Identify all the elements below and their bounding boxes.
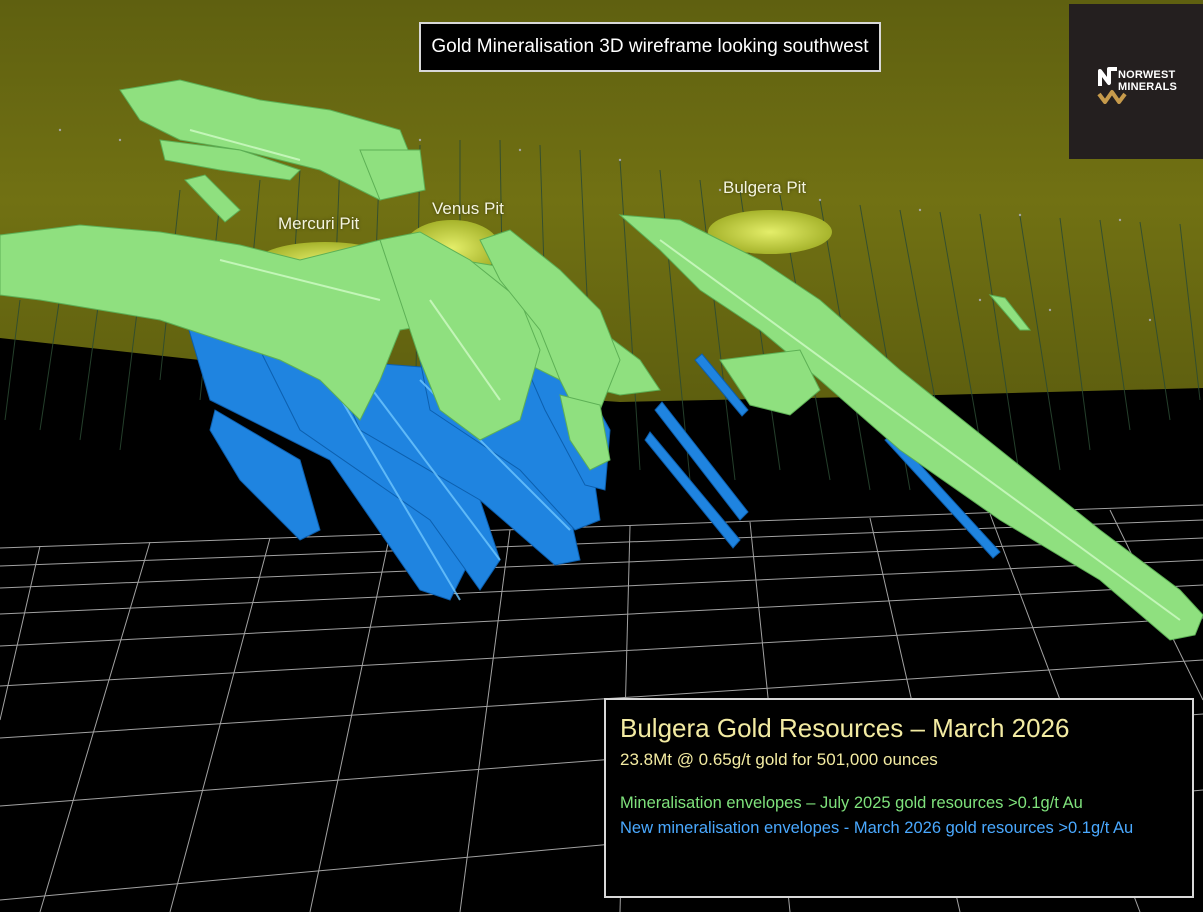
view-title: Gold Mineralisation 3D wireframe looking… (419, 22, 881, 72)
resource-summary: 23.8Mt @ 0.65g/t gold for 501,000 ounces (620, 750, 938, 769)
resource-title: Bulgera Gold Resources – March 2026 (620, 713, 1070, 743)
mineralisation-envelopes (0, 79, 1203, 641)
mercuri-pit-label: Mercuri Pit (278, 214, 360, 233)
bulgera-pit-label: Bulgera Pit (723, 178, 807, 197)
legend-july-2025: Mineralisation envelopes – July 2025 gol… (620, 794, 1083, 812)
venus-pit-label: Venus Pit (432, 199, 504, 218)
norwest-logo (1069, 4, 1203, 159)
bulgera-pit (708, 210, 832, 254)
legend-march-2026: New mineralisation envelopes - March 202… (620, 819, 1134, 837)
logo-line2: MINERALS (1118, 81, 1178, 93)
logo-wordmark: NORWEST MINERALS (1118, 69, 1177, 93)
logo-line1: NORWEST (1118, 69, 1176, 81)
new-mineralisation-envelopes (179, 299, 1001, 601)
resource-info-box: Bulgera Gold Resources – March 2026 23.8… (604, 698, 1194, 898)
norwest-logo-icon (1097, 67, 1127, 104)
envelope-highlights (189, 129, 1181, 621)
